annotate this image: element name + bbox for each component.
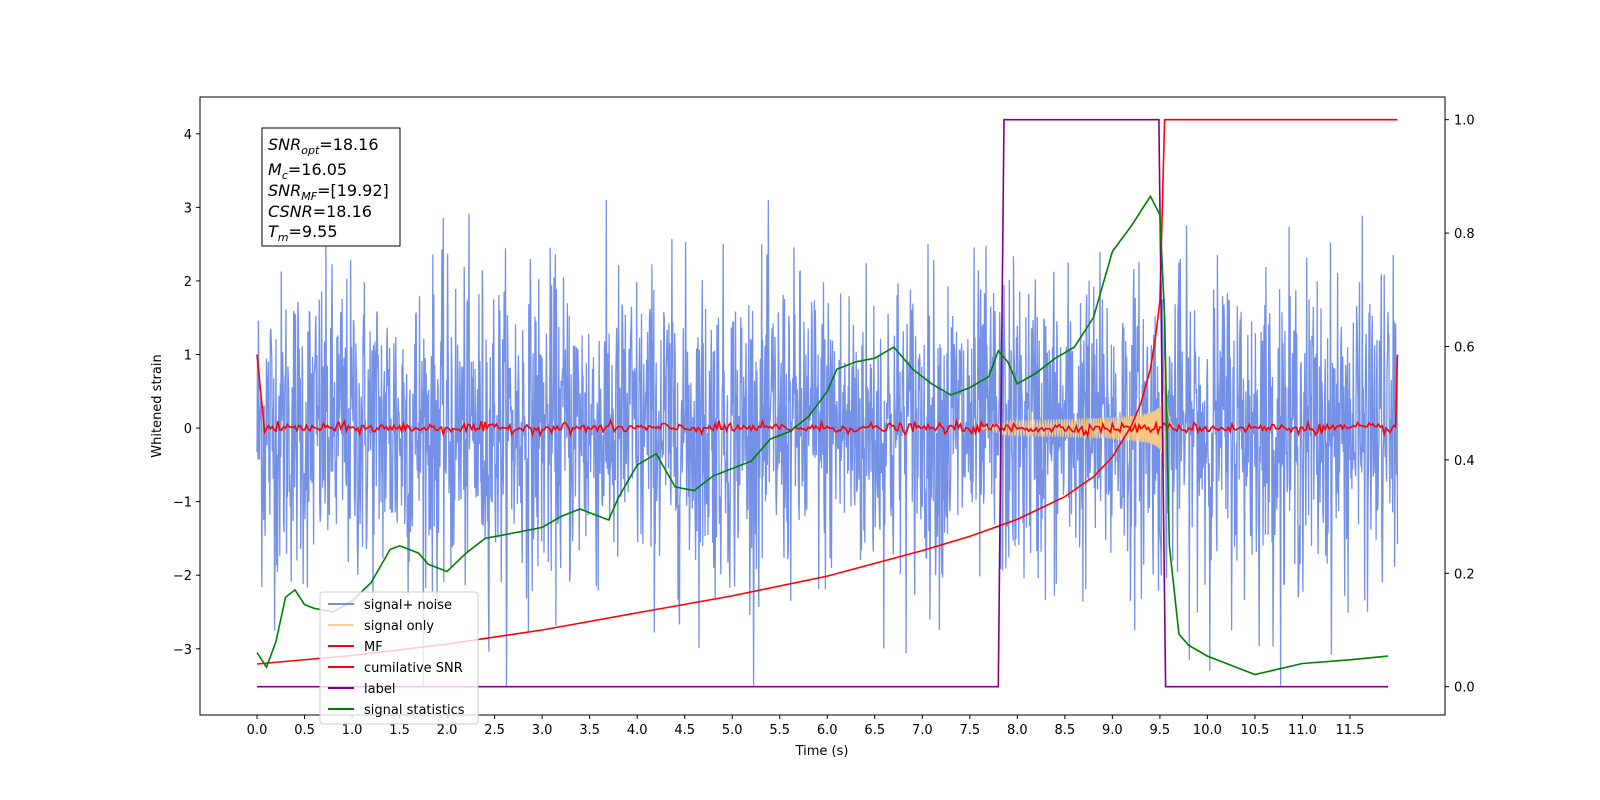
legend-frame: [319, 591, 479, 725]
x-tick-label: 1.0: [342, 723, 363, 738]
y2-tick-label: 0.4: [1454, 454, 1475, 469]
x-tick-label: 0.5: [294, 723, 315, 738]
x-tick-label: 0.0: [247, 723, 268, 738]
y-tick-label: 1: [184, 349, 192, 364]
y-tick-label: 2: [184, 275, 192, 290]
info-box: SNRopt=18.16 Mc=16.05 SNRMF=[19.92] CSNR…: [261, 127, 401, 247]
x-tick-label: 7.0: [912, 723, 933, 738]
plot-frame: [199, 96, 1446, 716]
x-tick-label: 3.5: [579, 723, 600, 738]
x-tick-label: 9.0: [1102, 723, 1123, 738]
y2-tick-label: 0.6: [1454, 340, 1475, 355]
info-tm: Tm=9.55: [268, 222, 338, 244]
x-tick-label: 6.5: [864, 723, 885, 738]
series-mf: [256, 354, 1399, 439]
legend-label: signal only: [364, 619, 434, 634]
x-axis-ticks: 0.0 0.5 1.0 1.5 2.0 2.5 3.0 3.5 4.0 4.5 5.0 5.5 6.0 6…: [247, 715, 1364, 738]
x-tick-label: 4.5: [674, 723, 695, 738]
info-mc: Mc=16.05: [268, 160, 347, 182]
x-tick-label: 2.5: [484, 723, 505, 738]
series-layer: [256, 118, 1399, 688]
x-tick-label: 1.5: [389, 723, 410, 738]
x-tick-label: 8.0: [1007, 723, 1028, 738]
y-tick-label: −1: [173, 496, 192, 511]
legend-label: label: [364, 682, 395, 697]
x-tick-label: 11.5: [1335, 723, 1364, 738]
x-tick-label: 6.0: [817, 723, 838, 738]
y-tick-label: 3: [184, 201, 192, 216]
series-signal-statistics: [256, 194, 1389, 676]
y-tick-label: −2: [173, 569, 192, 584]
x-tick-label: 5.0: [722, 723, 743, 738]
info-csnr: CSNR=18.16: [268, 202, 372, 221]
x-tick-label: 9.5: [1150, 723, 1171, 738]
y-axis-title: Whitened strain: [150, 354, 165, 457]
y2-tick-label: 0.8: [1454, 227, 1475, 242]
legend-label: MF: [364, 640, 383, 655]
y-axis-ticks: −3 −2 −1 0 1 2 3 4: [173, 128, 200, 658]
info-snr-mf: SNRMF=[19.92]: [268, 181, 389, 203]
x-tick-label: 7.5: [959, 723, 980, 738]
y2-tick-label: 1.0: [1454, 114, 1475, 129]
y-tick-label: −3: [173, 643, 192, 658]
legend-label: signal+ noise: [364, 598, 452, 613]
series-cumulative-snr: [256, 118, 1398, 665]
x-tick-label: 2.0: [437, 723, 458, 738]
x-tick-label: 3.0: [532, 723, 553, 738]
y2-tick-label: 0.0: [1454, 681, 1475, 696]
x-tick-label: 10.0: [1193, 723, 1222, 738]
y-tick-label: 0: [184, 422, 192, 437]
series-signal-noise: [256, 199, 1399, 686]
y-tick-label: 4: [184, 128, 192, 143]
legend-label: cumilative SNR: [364, 661, 463, 676]
x-tick-label: 4.0: [627, 723, 648, 738]
x-tick-label: 10.5: [1240, 723, 1269, 738]
x-axis-title: Time (s): [795, 744, 849, 759]
x-tick-label: 5.5: [769, 723, 790, 738]
series-label: [257, 118, 1388, 688]
x-tick-label: 8.5: [1055, 723, 1076, 738]
x-tick-label: 11.0: [1288, 723, 1317, 738]
legend: signal+ noise signal only MF cumilative SNR…: [319, 591, 479, 725]
info-snr-opt: SNRopt=18.16: [268, 135, 379, 157]
y2-tick-label: 0.2: [1454, 567, 1475, 582]
y2-axis-ticks: 0.0 0.2 0.4 0.6 0.8 1.0: [1445, 114, 1475, 696]
legend-label: signal statistics: [364, 703, 465, 718]
